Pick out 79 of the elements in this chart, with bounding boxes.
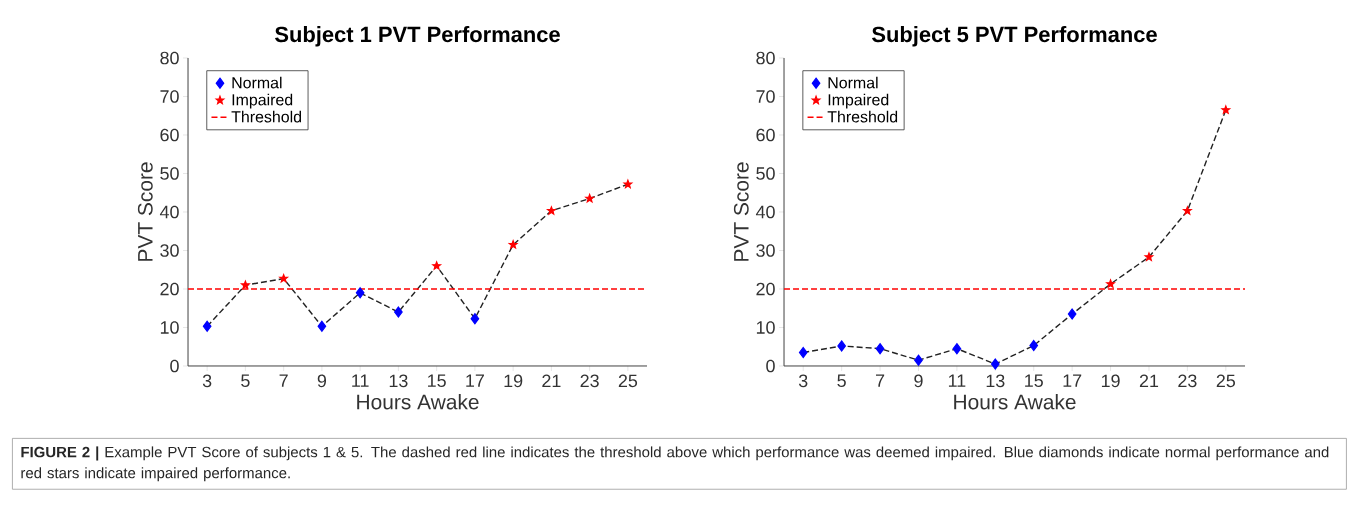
y-tick-label: 80 (756, 51, 775, 65)
y-tick-label: 10 (756, 321, 775, 334)
x-tick-label: 5 (837, 374, 846, 388)
chart-title: Subject 5 PVT Performance (872, 26, 1157, 47)
y-tick-label: 0 (766, 359, 775, 373)
point (394, 306, 403, 318)
point (1106, 279, 1115, 288)
x-tick-label: 17 (1063, 374, 1082, 387)
point (837, 340, 846, 352)
x-tick-label: 7 (876, 374, 885, 387)
x-tick-label: 19 (1101, 374, 1120, 388)
x-tick-label: 21 (542, 374, 561, 388)
y-tick-label: 30 (160, 244, 179, 257)
y-axis-title: PVT Score (733, 162, 749, 261)
x-tick-label: 25 (1216, 374, 1236, 388)
point (508, 240, 518, 249)
legend-label: Normal (232, 76, 282, 89)
y-tick-label: 40 (755, 205, 775, 219)
y-tick-label: 70 (160, 90, 179, 103)
x-tick-label: 19 (504, 374, 523, 388)
x-tick-label: 3 (798, 374, 808, 388)
legend-label: Threshold (231, 110, 302, 123)
point (990, 358, 1000, 370)
x-tick-label: 13 (986, 374, 1005, 388)
x-tick-label: 5 (241, 374, 250, 388)
point (914, 354, 923, 366)
y-tick-label: 40 (159, 205, 179, 219)
x-tick-label: 17 (466, 374, 484, 387)
point (952, 343, 962, 355)
x-tick-label: 11 (352, 374, 369, 387)
point (1029, 339, 1039, 352)
y-tick-label: 80 (160, 51, 179, 65)
point (623, 179, 633, 189)
x-tick-label: 25 (618, 374, 638, 388)
point (240, 280, 250, 289)
point (1182, 206, 1192, 215)
x-tick-label: 15 (428, 374, 446, 388)
point (1221, 105, 1231, 114)
point (798, 346, 808, 359)
y-tick-label: 50 (756, 167, 775, 180)
point (317, 320, 327, 332)
legend-label: Normal (828, 76, 878, 89)
y-tick-label: 60 (756, 128, 775, 142)
y-tick-label: 50 (160, 167, 179, 180)
x-tick-label: 9 (914, 374, 923, 388)
x-tick-label: 9 (317, 374, 327, 388)
x-axis-title: Hours Awake (357, 394, 479, 410)
y-tick-label: 0 (170, 359, 179, 373)
x-tick-label: 7 (279, 374, 288, 387)
x-tick-label: 13 (389, 374, 408, 388)
x-tick-label: 15 (1025, 374, 1043, 388)
x-tick-label: 21 (1139, 374, 1159, 388)
legend-label: Threshold (827, 110, 898, 123)
point (546, 206, 556, 215)
point (279, 273, 289, 283)
x-axis-title: Hours Awake (954, 394, 1076, 410)
x-tick-label: 23 (580, 374, 599, 388)
legend-label: Impaired (828, 93, 889, 109)
y-tick-label: 20 (160, 282, 179, 296)
x-tick-label: 3 (202, 374, 212, 388)
point (585, 193, 595, 203)
y-tick-label: 20 (756, 282, 775, 296)
point (1144, 252, 1154, 261)
point (432, 261, 442, 270)
point (470, 313, 480, 325)
x-tick-label: 11 (948, 374, 966, 387)
point (355, 287, 365, 299)
point (1067, 308, 1077, 320)
y-tick-label: 70 (756, 90, 775, 103)
point (875, 343, 885, 355)
y-axis-title: PVT Score (137, 162, 153, 261)
y-tick-label: 30 (756, 244, 775, 257)
text: FIGURE 2 | Example PVT Score of subjects 1 & 5. The dashed red line indicates the threshold above which performance was deemed impaired. Blue diamonds indicate normal performance and red stars indicate impaired performance. (21, 446, 1329, 482)
legend-label: Impaired (232, 93, 293, 109)
y-tick-label: 10 (160, 321, 179, 334)
chart-title: Subject 1 PVT Performance (275, 26, 560, 47)
y-tick-label: 60 (160, 128, 179, 142)
x-tick-label: 23 (1178, 374, 1197, 388)
point (202, 320, 212, 332)
